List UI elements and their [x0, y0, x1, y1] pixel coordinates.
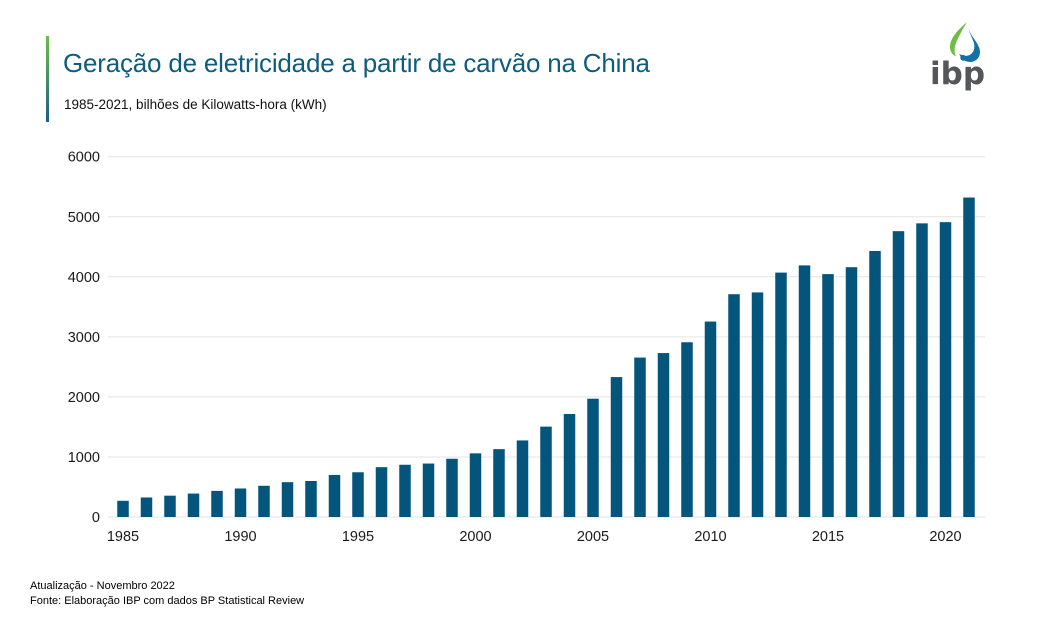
- x-axis-label-2010: 2010: [694, 529, 726, 545]
- bar-2020: [939, 222, 952, 518]
- bar-2018: [892, 231, 905, 518]
- bar-1997: [399, 464, 411, 517]
- x-axis-label-1990: 1990: [224, 529, 256, 545]
- y-axis-label-2000: 2000: [68, 390, 100, 406]
- ibp-logo: ibp: [930, 22, 1030, 92]
- page-title: Geração de eletricidade a partir de carv…: [63, 48, 650, 78]
- bar-2000: [469, 453, 482, 517]
- bar-1996: [375, 467, 388, 517]
- bar-2002: [516, 440, 529, 517]
- bar-1988: [187, 493, 200, 517]
- bar-1985: [117, 500, 129, 517]
- bar-1986: [140, 497, 153, 517]
- x-axis-label-1995: 1995: [342, 529, 374, 545]
- bar-2019: [916, 223, 928, 517]
- bar-2005: [587, 398, 599, 517]
- bar-2007: [634, 357, 646, 517]
- bar-2010: [704, 321, 717, 517]
- bar-1993: [305, 480, 317, 517]
- bar-2013: [775, 272, 787, 517]
- footer: Atualização - Novembro 2022 Fonte: Elabo…: [30, 579, 304, 609]
- bar-2004: [563, 414, 576, 517]
- bar-2017: [869, 250, 881, 517]
- x-axis-label-2015: 2015: [812, 529, 844, 545]
- bar-2001: [493, 449, 505, 517]
- x-axis-label-1985: 1985: [107, 529, 139, 545]
- ibp-droplet-icon: [949, 22, 980, 62]
- y-axis-label-1000: 1000: [68, 450, 100, 466]
- bar-2006: [610, 377, 623, 517]
- bar-2015: [822, 274, 834, 517]
- bar-1990: [234, 488, 247, 517]
- bar-1991: [258, 485, 270, 517]
- footer-source-line: Fonte: Elaboração IBP com dados BP Stati…: [30, 594, 305, 607]
- bar-2003: [540, 426, 552, 517]
- ibp-logo-text: ibp: [930, 56, 986, 92]
- bar-1992: [281, 482, 294, 517]
- bar-1989: [211, 490, 223, 517]
- x-axis-label-2005: 2005: [577, 529, 609, 545]
- chart-subtitle: 1985-2021, bilhões de Kilowatts-hora (kW…: [64, 97, 327, 112]
- y-axis-label-0: 0: [92, 510, 100, 526]
- bar-2021: [963, 197, 975, 517]
- bar-2014: [798, 265, 811, 517]
- x-axis-label-2000: 2000: [459, 529, 491, 545]
- title-accent-bar: [46, 36, 49, 122]
- y-axis-label-5000: 5000: [68, 210, 100, 226]
- bar-2012: [751, 292, 764, 517]
- bar-2009: [681, 342, 693, 517]
- bar-2016: [845, 267, 858, 517]
- bar-1995: [352, 472, 364, 517]
- bar-1998: [422, 463, 435, 517]
- y-axis-label-4000: 4000: [68, 270, 100, 286]
- bar-2008: [657, 353, 670, 517]
- bar-1987: [164, 495, 176, 517]
- bar-2011: [728, 294, 740, 517]
- bar-1994: [328, 474, 341, 517]
- bar-1999: [446, 458, 458, 517]
- footer-update-line: Atualização - Novembro 2022: [30, 580, 175, 592]
- y-axis-label-3000: 3000: [68, 330, 100, 346]
- y-axis-label-6000: 6000: [68, 150, 100, 166]
- x-axis-label-2020: 2020: [929, 529, 961, 545]
